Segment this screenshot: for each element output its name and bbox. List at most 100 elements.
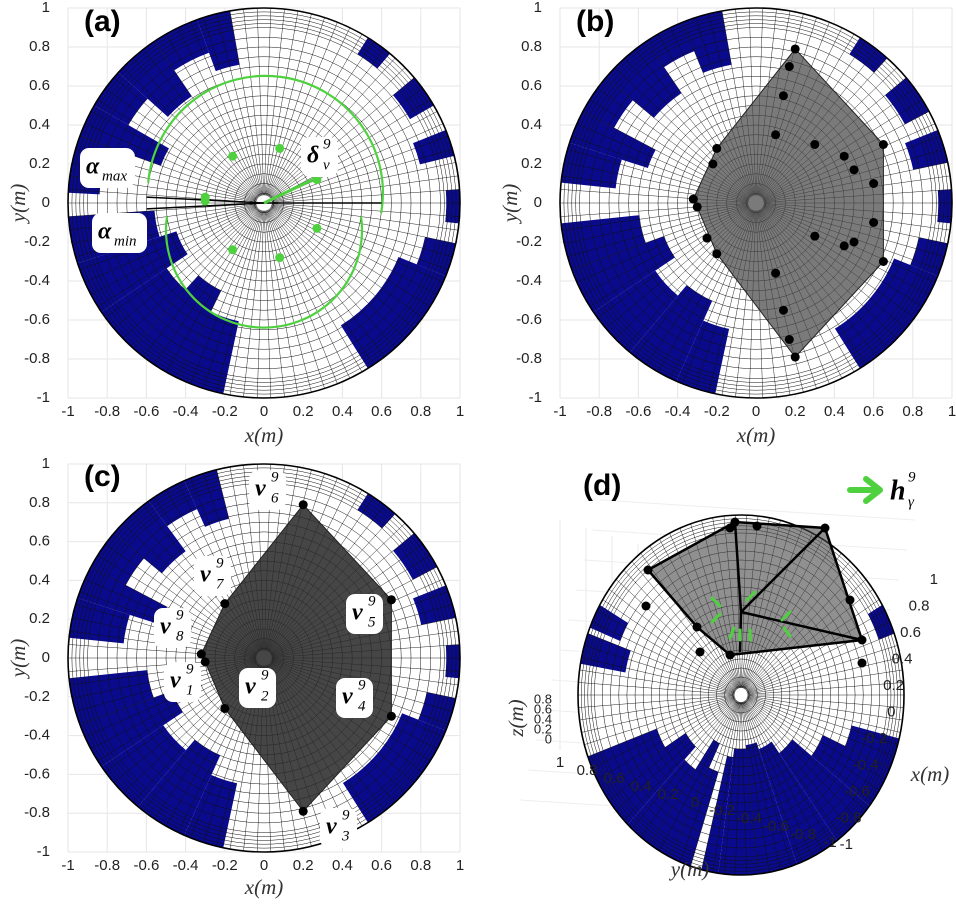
x-tick-label: 1 (948, 403, 956, 420)
y-tick-label: -1 (37, 843, 50, 860)
annotation-symbol: ν (352, 600, 363, 626)
x-tick-label: 0.4 (332, 403, 353, 420)
marker-dot (726, 651, 735, 660)
annotation-superscript: 9 (271, 469, 279, 485)
marker-dot (779, 91, 788, 100)
y-tick-label: -0.2 (24, 688, 50, 705)
x-tick-label: -0.8 (836, 809, 862, 826)
y-tick-label: 0.2 (29, 155, 50, 172)
y-tick-label: -0.2 (516, 233, 542, 250)
x-tick-label: 1 (456, 857, 464, 874)
x-tick-label: -0.4 (853, 756, 879, 773)
x-tick-label: 0.4 (892, 650, 913, 667)
marker-dot (791, 353, 800, 362)
marker-dot (693, 202, 702, 211)
marker-dot (220, 704, 229, 713)
marker-dot (858, 636, 867, 645)
annotation-superscript: 9 (176, 607, 184, 623)
y-axis-label: y(m) (6, 184, 30, 224)
y-axis-label: y(m) (669, 857, 709, 881)
z-tick-label: 0 (545, 731, 552, 746)
legend-symbol: h (890, 475, 906, 506)
annotation-symbol: ν (326, 814, 337, 840)
y-tick-label: -0.4 (24, 272, 50, 289)
annotation-symbol: ν (245, 674, 256, 700)
y-tick-label: 0 (42, 649, 50, 666)
x-tick-label: 0.4 (824, 403, 845, 420)
y-tick-label: 0.4 (29, 116, 50, 133)
annotation-subscript: 3 (341, 828, 350, 844)
y-tick-label: -0.8 (516, 350, 542, 367)
marker-dot (299, 500, 308, 509)
x-tick-label: 0.6 (371, 403, 392, 420)
x-axis-label: x(m) (244, 423, 283, 447)
x-tick-label: 0.8 (410, 857, 431, 874)
y-tick-label: 0.8 (577, 762, 598, 779)
annotation-subscript: 5 (368, 614, 376, 630)
y-tick-label: -0.6 (24, 765, 50, 782)
x-tick-label: 1 (456, 403, 464, 420)
panel-label: (a) (84, 5, 121, 38)
annotation-symbol: δ (307, 143, 319, 169)
marker-dot (228, 152, 237, 161)
x-tick-label: -1 (61, 857, 74, 874)
marker-dot (642, 602, 651, 611)
marker-dot (846, 596, 855, 605)
marker-dot (275, 144, 284, 153)
x-tick-label: 0 (752, 403, 760, 420)
marker-dot (791, 44, 800, 53)
marker-dot (850, 238, 859, 247)
marker-dot (858, 659, 867, 668)
x-tick-label: 0.6 (863, 403, 884, 420)
y-tick-label: -1 (37, 389, 50, 406)
y-tick-label: -0.8 (790, 826, 816, 843)
x-axis-label: x(m) (736, 423, 775, 447)
y-tick-label: 0.8 (29, 38, 50, 55)
y-tick-label: 0 (691, 794, 699, 811)
annotation-symbol: α (98, 219, 112, 245)
annotation-symbol: α (86, 154, 100, 180)
y-tick-label: -0.8 (24, 804, 50, 821)
marker-dot (275, 253, 284, 262)
y-axis-label: y(m) (498, 184, 522, 224)
annotation-subscript: max (102, 168, 127, 184)
marker-dot (228, 245, 237, 254)
y-tick-label: -1 (823, 834, 836, 851)
x-tick-label: -0.4 (173, 857, 199, 874)
x-tick-label: 0.6 (371, 857, 392, 874)
y-tick-label: 1 (534, 0, 542, 16)
marker-dot (869, 218, 878, 227)
annotation-subscript: min (114, 233, 137, 249)
marker-dot (810, 232, 819, 241)
x-tick-label: 0 (887, 703, 895, 720)
annotation-superscript: 9 (342, 807, 350, 823)
marker-dot (708, 160, 717, 169)
y-tick-label: 1 (42, 0, 50, 16)
annotation-superscript: 9 (358, 677, 366, 693)
x-tick-label: -0.6 (133, 403, 159, 420)
legend-superscript: 9 (908, 469, 916, 485)
x-tick-label: -0.2 (212, 857, 238, 874)
marker-dot (689, 195, 698, 204)
x-tick-label: 0 (260, 857, 268, 874)
marker-dot (785, 335, 794, 344)
annotation-subscript: 8 (176, 628, 184, 644)
marker-dot (693, 623, 702, 632)
annotation-superscript: 9 (186, 661, 194, 677)
y-tick-label: 0.2 (29, 610, 50, 627)
y-tick-label: 1 (556, 754, 564, 771)
x-tick-label: 0.8 (410, 403, 431, 420)
marker-dot (840, 241, 849, 250)
marker-dot (879, 257, 888, 266)
x-tick-label: -1 (840, 836, 853, 853)
y-tick-label: 0.2 (521, 155, 542, 172)
annotation-subscript: 1 (186, 682, 194, 698)
marker-dot (712, 249, 721, 258)
y-axis-label: y(m) (6, 639, 30, 679)
annotation-subscript: 2 (261, 688, 269, 704)
marker-dot (299, 807, 308, 816)
y-tick-label: 0 (42, 194, 50, 211)
marker-dot (779, 306, 788, 315)
x-tick-label: -0.6 (625, 403, 651, 420)
annotation-subscript: 4 (358, 698, 366, 714)
